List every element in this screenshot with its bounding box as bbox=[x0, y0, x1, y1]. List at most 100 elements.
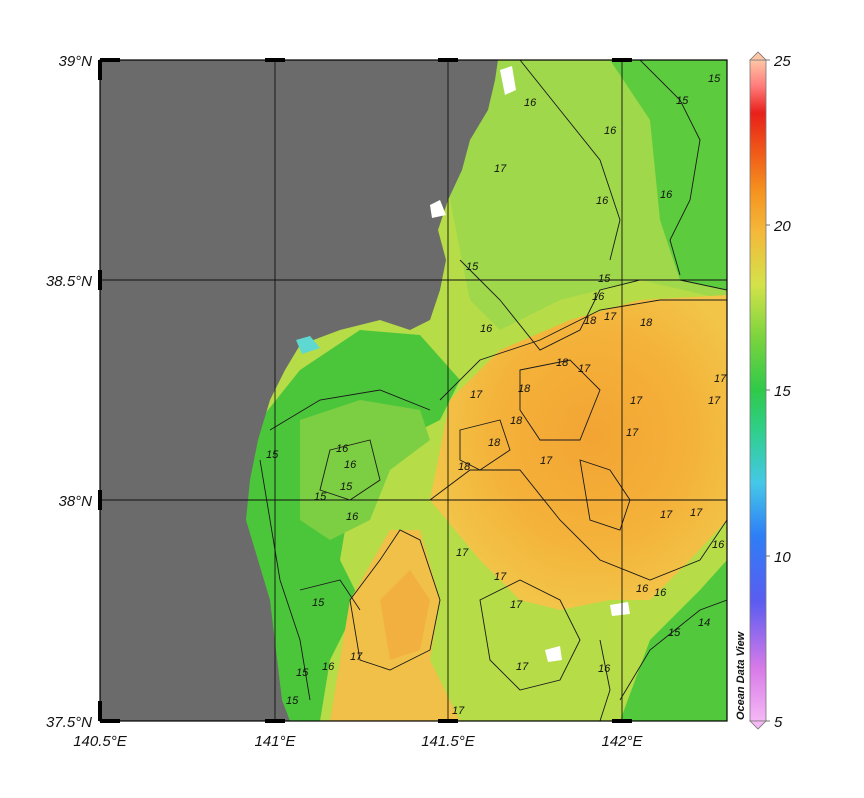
contour-label: 16 bbox=[322, 661, 335, 673]
sst-zone-15-east bbox=[610, 60, 727, 290]
contour-label: 15 bbox=[312, 597, 325, 609]
lon-label: 141°E bbox=[254, 733, 296, 750]
contour-label: 17 bbox=[456, 547, 469, 559]
contour-line bbox=[639, 60, 701, 276]
contour-label: 16 bbox=[524, 97, 537, 109]
contour-label: 16 bbox=[712, 539, 725, 551]
colorbar: 25 20 15 10 5 bbox=[749, 51, 791, 731]
contour-label: 15 bbox=[598, 273, 611, 285]
sst-zone-18-core bbox=[430, 295, 727, 610]
plot-frame bbox=[99, 59, 728, 722]
ocean-data-view-watermark: Ocean Data View bbox=[735, 630, 747, 720]
frame-ticks bbox=[98, 58, 632, 723]
sst-zone-18-south bbox=[380, 570, 430, 660]
plot-area: 15 15 16 17 16 16 15 16 17 18 18 16 16 1… bbox=[100, 60, 727, 721]
contour-line bbox=[519, 60, 621, 261]
contour-label: 15 bbox=[676, 95, 689, 107]
land-mass bbox=[100, 60, 498, 721]
contour-label: 17 bbox=[494, 571, 507, 583]
contour-label: 18 bbox=[458, 461, 471, 473]
contour-label: 17 bbox=[540, 455, 553, 467]
contour-label: 15 bbox=[314, 491, 327, 503]
data-gap-marker bbox=[500, 66, 516, 95]
colorbar-bottom-arrow bbox=[749, 720, 767, 730]
contour-label: 18 bbox=[510, 415, 523, 427]
colorbar-tick: 10 bbox=[774, 549, 791, 566]
contour-label: 17 bbox=[350, 651, 363, 663]
contour-label: 15 bbox=[286, 695, 299, 707]
colorbar-top-arrow bbox=[749, 51, 767, 61]
contour-labels: 15 15 16 17 16 16 15 16 17 18 18 16 16 1… bbox=[266, 73, 727, 717]
graticule bbox=[100, 60, 727, 721]
lat-label: 37.5°N bbox=[46, 714, 92, 731]
contour-label: 16 bbox=[654, 587, 667, 599]
contour-line bbox=[299, 579, 361, 611]
contour-label: 17 bbox=[578, 363, 591, 375]
contour-label: 17 bbox=[604, 311, 617, 323]
colorbar-tick: 20 bbox=[773, 218, 791, 235]
contour-label: 16 bbox=[604, 125, 617, 137]
contour-label: 17 bbox=[510, 599, 523, 611]
contour-label: 16 bbox=[598, 663, 611, 675]
sst-zone-15-southeast bbox=[620, 560, 727, 721]
contour-label: 17 bbox=[626, 427, 639, 439]
data-gap-marker bbox=[610, 602, 630, 616]
colorbar-tick: 5 bbox=[774, 714, 783, 731]
contour-line bbox=[439, 299, 727, 401]
contour-label: 18 bbox=[488, 437, 501, 449]
contour-lines bbox=[259, 60, 727, 721]
contour-label: 15 bbox=[708, 73, 721, 85]
contour-label: 15 bbox=[296, 667, 309, 679]
contour-label: 17 bbox=[690, 507, 703, 519]
contour-label: 17 bbox=[660, 509, 673, 521]
coastal-cool-spot bbox=[296, 336, 320, 354]
lat-label: 38°N bbox=[58, 493, 92, 510]
contour-label: 16 bbox=[636, 583, 649, 595]
contour-label: 15 bbox=[340, 481, 353, 493]
contour-line bbox=[599, 639, 611, 721]
contour-label: 17 bbox=[516, 661, 529, 673]
contour-line bbox=[479, 579, 581, 691]
contour-label: 17 bbox=[714, 373, 727, 385]
contour-label: 15 bbox=[466, 261, 479, 273]
contour-label: 18 bbox=[556, 357, 569, 369]
contour-line bbox=[269, 389, 431, 431]
contour-label: 17 bbox=[708, 395, 721, 407]
lon-label: 140.5°E bbox=[73, 733, 128, 750]
lon-label: 142°E bbox=[601, 733, 643, 750]
data-gap-marker bbox=[430, 200, 446, 218]
contour-label: 14 bbox=[698, 617, 710, 629]
contour-line bbox=[459, 419, 511, 471]
colorbar-tick: 25 bbox=[773, 53, 791, 70]
contour-label: 17 bbox=[470, 389, 483, 401]
contour-line bbox=[319, 439, 381, 501]
lat-label: 39°N bbox=[58, 53, 92, 70]
contour-label: 16 bbox=[480, 323, 493, 335]
contour-label: 18 bbox=[640, 317, 653, 329]
contour-label: 16 bbox=[346, 511, 359, 523]
contour-label: 16 bbox=[596, 195, 609, 207]
contour-label: 18 bbox=[518, 383, 531, 395]
contour-line bbox=[429, 469, 727, 581]
lat-label: 38.5°N bbox=[46, 273, 92, 290]
lon-label: 141.5°E bbox=[421, 733, 476, 750]
contour-label: 16 bbox=[592, 291, 605, 303]
contour-label: 17 bbox=[494, 163, 507, 175]
contour-line bbox=[579, 459, 631, 531]
colorbar-tick: 15 bbox=[774, 383, 791, 400]
contour-line bbox=[349, 529, 441, 671]
sst-zone-16-coast bbox=[300, 400, 430, 540]
contour-line bbox=[619, 599, 727, 701]
contour-label: 15 bbox=[668, 627, 681, 639]
contour-label: 17 bbox=[630, 395, 643, 407]
contour-label: 16 bbox=[344, 459, 357, 471]
contour-label: 18 bbox=[584, 315, 597, 327]
colorbar-gradient bbox=[749, 59, 767, 722]
contour-label: 16 bbox=[660, 189, 673, 201]
contour-line bbox=[519, 359, 601, 441]
data-gap-marker bbox=[545, 646, 562, 662]
contour-label: 16 bbox=[336, 443, 349, 455]
contour-label: 15 bbox=[266, 449, 279, 461]
contour-label: 17 bbox=[452, 705, 465, 717]
